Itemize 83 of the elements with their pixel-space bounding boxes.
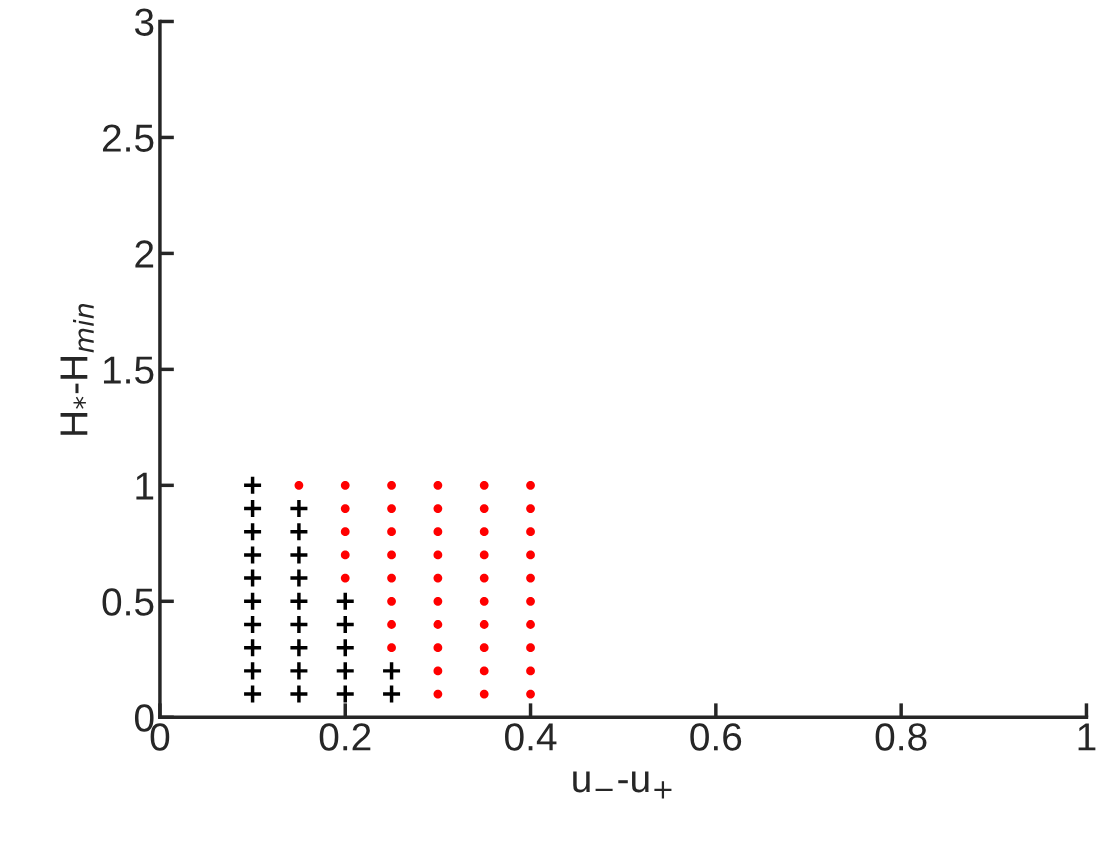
point [381, 683, 402, 705]
point [433, 596, 443, 606]
point [479, 480, 489, 490]
point [242, 544, 263, 566]
point [387, 504, 396, 513]
point [526, 643, 535, 653]
point [340, 480, 350, 490]
point [334, 683, 356, 705]
point [334, 637, 356, 658]
point [288, 660, 310, 682]
point [433, 666, 443, 676]
point [340, 504, 350, 513]
point [334, 660, 356, 682]
point [334, 591, 356, 612]
point [340, 550, 350, 560]
point [526, 550, 535, 560]
point [340, 573, 350, 583]
x-tick-label: 0.8 [875, 723, 927, 751]
point [387, 643, 396, 653]
point [479, 689, 489, 699]
point [242, 637, 263, 658]
x-tick-label: 1 [1078, 723, 1096, 751]
point [526, 480, 535, 490]
point [288, 521, 310, 542]
point [387, 620, 396, 629]
x-tick-label: 0.4 [505, 723, 557, 751]
point [288, 683, 310, 705]
point [433, 643, 443, 653]
y-tick-label: 2.5 [102, 124, 154, 152]
point [340, 527, 350, 537]
point [433, 620, 443, 629]
point [433, 550, 443, 560]
point [479, 620, 489, 629]
point [242, 498, 263, 519]
point [526, 504, 535, 513]
point [433, 527, 443, 537]
point [288, 591, 310, 612]
point [288, 567, 310, 589]
point [242, 521, 263, 542]
point [433, 480, 443, 490]
x-tick-label: 0.6 [690, 723, 742, 751]
point [526, 573, 535, 583]
point [526, 689, 535, 699]
point [242, 660, 263, 682]
y-tick-label: 0.5 [102, 588, 154, 616]
point [479, 666, 489, 676]
point [387, 550, 396, 560]
x-axis-title: u$_{−}$-u$_{+}$ [573, 771, 672, 799]
point [294, 480, 304, 490]
point [288, 498, 310, 519]
point [334, 614, 356, 635]
point [242, 591, 263, 612]
point [433, 689, 443, 699]
y-tick-label: 3 [134, 8, 154, 36]
point [479, 643, 489, 653]
point [387, 527, 396, 537]
y-axis-title: H$_{*}$-H$_{min}$ [60, 303, 94, 435]
point [479, 550, 489, 560]
y-tick-label: 1 [136, 472, 154, 500]
y-tick-label: 1.5 [103, 356, 154, 384]
point [526, 527, 535, 537]
point [242, 683, 263, 705]
point [288, 544, 310, 566]
point [479, 596, 489, 606]
point [479, 527, 489, 537]
point [387, 573, 396, 583]
point [381, 660, 402, 682]
point [479, 573, 489, 583]
point [288, 637, 310, 658]
point [387, 480, 396, 490]
point [242, 475, 263, 496]
point [433, 504, 443, 513]
point [526, 620, 535, 629]
point [387, 596, 396, 606]
point [526, 666, 535, 676]
point [433, 573, 443, 583]
point [242, 567, 263, 589]
x-tick-label: 0.2 [319, 723, 371, 751]
y-tick-label: 2 [135, 240, 154, 268]
point [479, 504, 489, 513]
point [288, 614, 310, 635]
point [526, 596, 535, 606]
point [242, 614, 263, 635]
